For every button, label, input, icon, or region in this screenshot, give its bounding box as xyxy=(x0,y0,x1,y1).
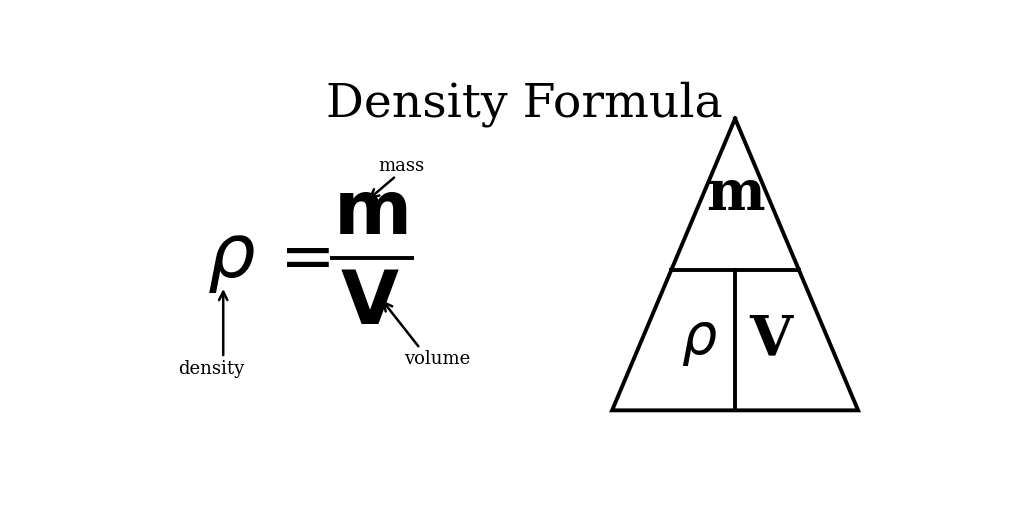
Text: density: density xyxy=(178,360,245,378)
Text: $\mathbf{m}$: $\mathbf{m}$ xyxy=(333,177,408,250)
Text: V: V xyxy=(750,313,793,368)
Text: $\rho$: $\rho$ xyxy=(207,222,256,295)
Text: m: m xyxy=(706,167,765,222)
Text: mass: mass xyxy=(379,157,425,175)
Text: $\mathbf{V}$: $\mathbf{V}$ xyxy=(340,267,400,340)
Text: volume: volume xyxy=(404,350,471,368)
Text: $\rho$: $\rho$ xyxy=(681,313,718,368)
Text: Density Formula: Density Formula xyxy=(327,81,723,127)
Text: $=$: $=$ xyxy=(267,226,331,291)
